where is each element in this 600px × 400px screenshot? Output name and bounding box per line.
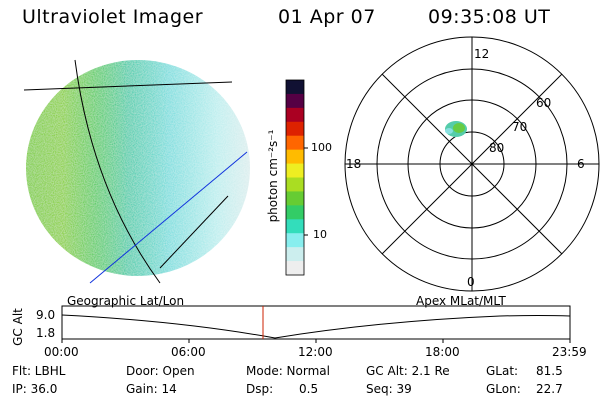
- strip-x-tick-0600: 06:00: [171, 345, 206, 359]
- glat-value: 81.5: [536, 364, 563, 378]
- colorbar-cell: [286, 191, 304, 206]
- altitude-curve: [61, 314, 571, 339]
- colorbar-cell: [286, 135, 304, 151]
- mlt-label-0: 0: [467, 275, 475, 289]
- colorbar-cell: [286, 233, 304, 248]
- strip-left-title: Geographic Lat/Lon: [67, 294, 185, 308]
- colorbar-cell: [286, 93, 304, 109]
- glat-label: GLat:: [486, 364, 519, 378]
- colorbar-cell: [286, 247, 304, 262]
- colorbar-cell: [286, 80, 304, 95]
- instrument-title: Ultraviolet Imager: [22, 6, 204, 28]
- colorbar-cell: [286, 205, 304, 220]
- strip-x-tick-1200: 12:00: [298, 345, 333, 359]
- mode-info: Mode: Normal: [246, 364, 330, 378]
- observation-time: 09:35:08 UT: [428, 6, 551, 28]
- sequence-info: Seq: 39: [366, 382, 412, 396]
- colorbar-cell: [286, 261, 304, 276]
- terminator-line: [89, 151, 248, 284]
- ip-info: IP: 36.0: [12, 382, 58, 396]
- auroral-emission-blob: [445, 121, 467, 137]
- geographic-grid: [23, 59, 233, 284]
- strip-x-tick-2359: 23:59: [552, 345, 587, 359]
- dsp-value: 0.5: [299, 382, 319, 396]
- strip-right-title: Apex MLat/MLT: [416, 294, 506, 308]
- colorbar-cell: [286, 219, 304, 234]
- mlt-label-18: 18: [346, 157, 362, 171]
- strip-x-tick-0000: 00:00: [44, 345, 79, 359]
- door-info: Door: Open: [126, 364, 195, 378]
- lat-label-60: 60: [536, 96, 552, 110]
- mlt-label-6: 6: [577, 157, 585, 171]
- gc-altitude-info: GC Alt: 2.1 Re: [366, 364, 450, 378]
- glon-label: GLon:: [486, 382, 521, 396]
- colorbar-cell: [286, 177, 304, 192]
- colorbar-cell: [286, 149, 304, 165]
- colorbar-tick-10: 10: [313, 228, 327, 241]
- earth-disk-image: [26, 60, 250, 276]
- lat-label-70: 70: [512, 120, 528, 134]
- strip-y-tick-1-8: 1.8: [36, 326, 56, 340]
- mlt-label-12: 12: [474, 47, 490, 61]
- polar-diagonal-2: [381, 73, 563, 255]
- colorbar-tick-100: 100: [311, 141, 332, 154]
- glon-value: 22.7: [536, 382, 563, 396]
- flight-info: Flt: LBHL: [12, 364, 66, 378]
- strip-x-tick-1800: 18:00: [425, 345, 460, 359]
- lat-label-80: 80: [489, 141, 505, 155]
- strip-y-tick-9: 9.0: [36, 308, 56, 322]
- colorbar-cell: [286, 121, 304, 137]
- colorbar-cell: [286, 163, 304, 178]
- observation-date: 01 Apr 07: [278, 6, 376, 28]
- gain-info: Gain: 14: [126, 382, 177, 396]
- colorbar-cell: [286, 107, 304, 123]
- dsp-label: Dsp:: [246, 382, 274, 396]
